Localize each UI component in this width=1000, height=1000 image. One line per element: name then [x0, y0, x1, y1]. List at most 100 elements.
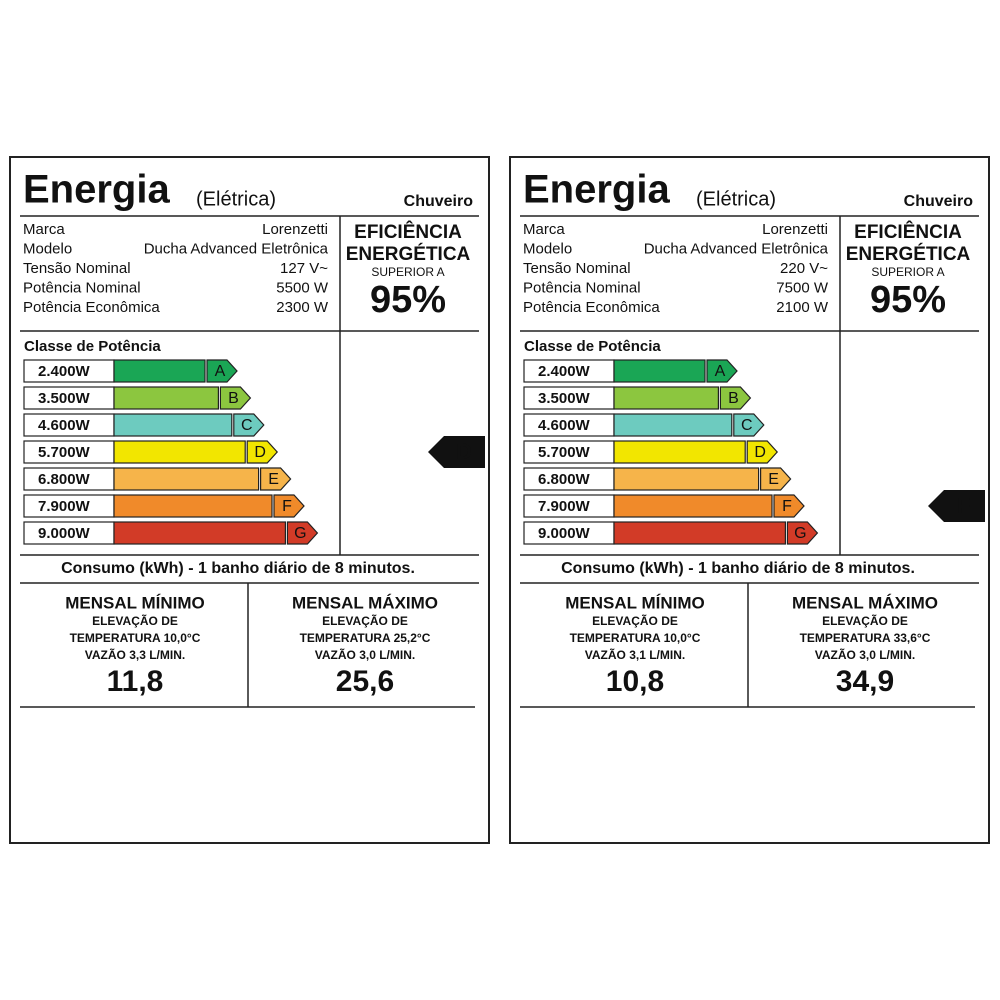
consumption-title: Consumo (kWh) - 1 banho diário de 8 minu… — [61, 560, 415, 577]
class-arrow — [286, 521, 319, 545]
column-line: TEMPERATURA 10,0°C — [570, 631, 701, 645]
rating-arrow — [928, 490, 985, 522]
efficiency-line: EFICIÊNCIA — [854, 221, 962, 243]
class-bar — [613, 413, 733, 437]
classes-title: Classe de Potência — [24, 338, 161, 355]
power-label: 4.600W — [38, 417, 91, 434]
rating-letter: D — [456, 439, 472, 464]
field-label: Modelo — [23, 240, 72, 257]
classes-title: Classe de Potência — [524, 338, 661, 355]
efficiency-line: SUPERIOR A — [871, 265, 944, 279]
column-line: VAZÃO 3,0 L/MIN. — [815, 647, 915, 662]
field-label: Potência Nominal — [23, 279, 141, 296]
class-bar — [113, 494, 273, 518]
class-letter: A — [215, 363, 226, 380]
power-label: 9.000W — [38, 525, 91, 542]
class-letter: D — [754, 444, 766, 461]
consumption-title: Consumo (kWh) - 1 banho diário de 8 minu… — [561, 560, 915, 577]
class-arrow — [219, 386, 252, 410]
power-label: 4.600W — [538, 417, 591, 434]
class-arrow — [773, 494, 805, 518]
class-letter: E — [268, 471, 279, 488]
class-arrow — [786, 521, 819, 545]
power-label: 5.700W — [38, 444, 91, 461]
consumption-value: 34,9 — [836, 665, 894, 698]
column-line: TEMPERATURA 25,2°C — [300, 631, 431, 645]
class-bar — [113, 440, 246, 464]
class-arrow — [273, 494, 305, 518]
class-letter: G — [794, 525, 806, 542]
column-heading: MENSAL MÍNIMO — [565, 593, 704, 612]
power-label: 3.500W — [38, 390, 91, 407]
class-bar — [613, 359, 706, 383]
class-bar — [613, 494, 773, 518]
rating-letter: F — [957, 493, 970, 518]
class-arrow — [260, 467, 292, 491]
efficiency-line: SUPERIOR A — [371, 265, 444, 279]
class-arrow — [206, 359, 238, 383]
consumption-value: 10,8 — [606, 665, 664, 698]
class-arrow — [233, 413, 265, 437]
power-label: 3.500W — [538, 390, 591, 407]
efficiency-line: ENERGÉTICA — [846, 243, 971, 265]
class-arrow — [733, 413, 765, 437]
class-letter: B — [728, 390, 739, 407]
class-bar — [113, 521, 286, 545]
column-line: TEMPERATURA 10,0°C — [70, 631, 201, 645]
class-bar — [613, 467, 760, 491]
column-heading: MENSAL MÁXIMO — [292, 593, 438, 612]
class-arrow — [759, 467, 792, 491]
field-value: Ducha Advanced Eletrônica — [644, 240, 829, 257]
field-label: Marca — [23, 221, 65, 238]
class-bar — [113, 467, 260, 491]
power-label: 5.700W — [538, 444, 591, 461]
class-bar — [613, 521, 786, 545]
field-value: Ducha Advanced Eletrônica — [144, 240, 329, 257]
field-label: Potência Econômica — [523, 299, 660, 316]
field-value: Lorenzetti — [262, 221, 328, 238]
label-title: Energia — [23, 168, 170, 212]
column-line: VAZÃO 3,3 L/MIN. — [85, 647, 185, 662]
field-label: Tensão Nominal — [523, 260, 631, 277]
rating-arrow — [428, 436, 485, 468]
class-letter: A — [715, 363, 726, 380]
class-letter: B — [228, 390, 239, 407]
class-arrow — [719, 386, 752, 410]
power-label: 2.400W — [538, 363, 591, 380]
power-label: 2.400W — [38, 363, 91, 380]
class-bar — [613, 440, 746, 464]
label-title: Energia — [523, 168, 670, 212]
field-value: Lorenzetti — [762, 221, 828, 238]
field-value: 2300 W — [276, 299, 329, 316]
column-line: ELEVAÇÃO DE — [822, 613, 908, 628]
class-letter: D — [254, 444, 266, 461]
class-bar — [113, 359, 206, 383]
power-label: 6.800W — [538, 471, 591, 488]
field-label: Marca — [523, 221, 565, 238]
class-letter: C — [741, 417, 753, 434]
column-line: ELEVAÇÃO DE — [92, 613, 178, 628]
label-subtitle: (Elétrica) — [196, 188, 276, 210]
column-heading: MENSAL MÍNIMO — [65, 593, 204, 612]
class-letter: F — [282, 498, 292, 515]
consumption-value: 11,8 — [107, 665, 164, 698]
power-label: 9.000W — [538, 525, 591, 542]
label-subtitle: (Elétrica) — [696, 188, 776, 210]
class-letter: F — [782, 498, 792, 515]
class-bar — [113, 386, 220, 410]
consumption-value: 25,6 — [336, 665, 394, 698]
field-value: 220 V~ — [780, 260, 828, 277]
field-value: 127 V~ — [280, 260, 328, 277]
field-label: Tensão Nominal — [23, 260, 131, 277]
product-name: Chuveiro — [404, 193, 474, 210]
class-letter: G — [294, 525, 306, 542]
class-arrow — [246, 440, 279, 464]
field-value: 2100 W — [776, 299, 829, 316]
field-value: 7500 W — [776, 279, 829, 296]
column-line: VAZÃO 3,1 L/MIN. — [585, 647, 685, 662]
class-arrow — [706, 359, 738, 383]
efficiency-value: 95% — [870, 279, 946, 321]
class-letter: E — [768, 471, 779, 488]
efficiency-value: 95% — [370, 279, 446, 321]
